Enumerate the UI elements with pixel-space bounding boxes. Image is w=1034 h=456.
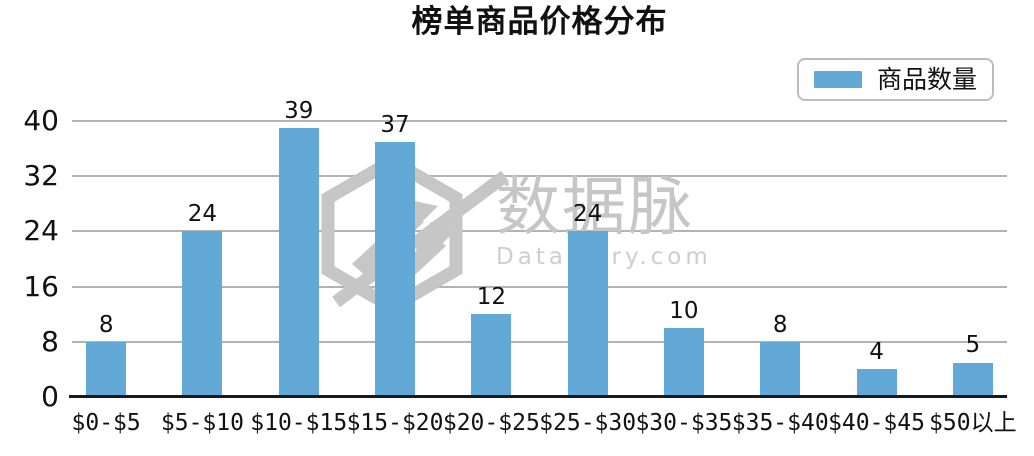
x-tick-label: $40-$45 — [828, 410, 925, 436]
bar-$40-$45[interactable] — [856, 369, 897, 397]
bar-slot: 24 $25-$30 — [539, 121, 636, 434]
x-tick-label: $35-$40 — [731, 410, 829, 436]
gridline — [72, 120, 1007, 122]
bar-$5-$10[interactable] — [182, 231, 223, 397]
x-tick-label: $30-$35 — [635, 410, 733, 436]
bar-value-label: 10 — [669, 297, 699, 324]
bar-$35-$40[interactable] — [760, 341, 801, 397]
bar-slot: 12 $20-$25 — [443, 121, 540, 435]
gridline — [72, 340, 1007, 343]
bar-value-label: 24 — [572, 201, 603, 228]
bar-value-label: 8 — [772, 311, 788, 338]
bar-value-label: 4 — [869, 339, 884, 366]
bar-slot: 37 $15-$20 — [347, 112, 444, 434]
gridline — [72, 175, 1007, 178]
chart-title: 榜单商品价格分布 — [411, 4, 668, 40]
legend-label: 商品数量 — [876, 65, 977, 94]
x-tick-label: $20-$25 — [442, 410, 540, 436]
y-tick-label: 40 — [23, 104, 59, 137]
bar-slot: 4 $40-$45 — [828, 121, 925, 434]
bar-slot: 8 $0-$5 — [58, 121, 154, 435]
bar-slot: 8 $35-$40 — [732, 121, 829, 435]
y-tick-label: 8 — [41, 324, 59, 358]
bar-value-label: 24 — [187, 201, 218, 228]
bar-value-label: 12 — [476, 284, 506, 311]
bar-value-label: 39 — [284, 97, 314, 124]
y-tick-label: 32 — [23, 159, 59, 193]
bar-slot: 39 $10-$15 — [250, 99, 347, 435]
x-axis-line — [69, 395, 1007, 398]
bar-slot: 5 $50以上 — [925, 121, 1021, 434]
gridline — [72, 230, 1007, 233]
bar-$50以上[interactable] — [952, 362, 993, 397]
bar-$20-$25[interactable] — [471, 314, 512, 397]
bar-slot: 10 $30-$35 — [635, 121, 732, 435]
x-tick-label: $15-$20 — [346, 410, 444, 436]
x-tick-label: $5-$10 — [160, 410, 244, 436]
bar-$25-$30[interactable] — [567, 231, 608, 397]
x-tick-label: $10-$15 — [250, 410, 348, 436]
y-tick-label: 0 — [41, 380, 59, 413]
legend[interactable]: 商品数量 — [796, 58, 994, 101]
x-tick-label: $25-$30 — [539, 410, 637, 436]
plot-area: 0 8 16 24 32 40 8 $0-$5 24 $5-$10 39 $10-$15 37 $15-… — [23, 99, 1016, 435]
gridline — [72, 285, 1007, 288]
bar-value-label: 5 — [965, 332, 981, 359]
bar-slot: 24 $5-$10 — [154, 121, 250, 434]
y-tick-label: 16 — [23, 269, 59, 303]
bar-$30-$35[interactable] — [663, 328, 704, 397]
bar-value-label: 8 — [98, 311, 114, 338]
x-tick-label: $50以上 — [929, 410, 1017, 436]
bar-$0-$5[interactable] — [86, 341, 127, 397]
legend-swatch-icon — [813, 71, 862, 88]
y-tick-label: 24 — [23, 214, 59, 248]
bar-value-label: 37 — [380, 111, 410, 138]
bar-$10-$15[interactable] — [278, 127, 319, 397]
x-tick-label: $0-$5 — [71, 410, 141, 436]
bar-$15-$20[interactable] — [375, 141, 416, 397]
bars-row: 8 $0-$5 24 $5-$10 39 $10-$15 37 $15-$20 12 $20-$2… — [58, 99, 1021, 435]
